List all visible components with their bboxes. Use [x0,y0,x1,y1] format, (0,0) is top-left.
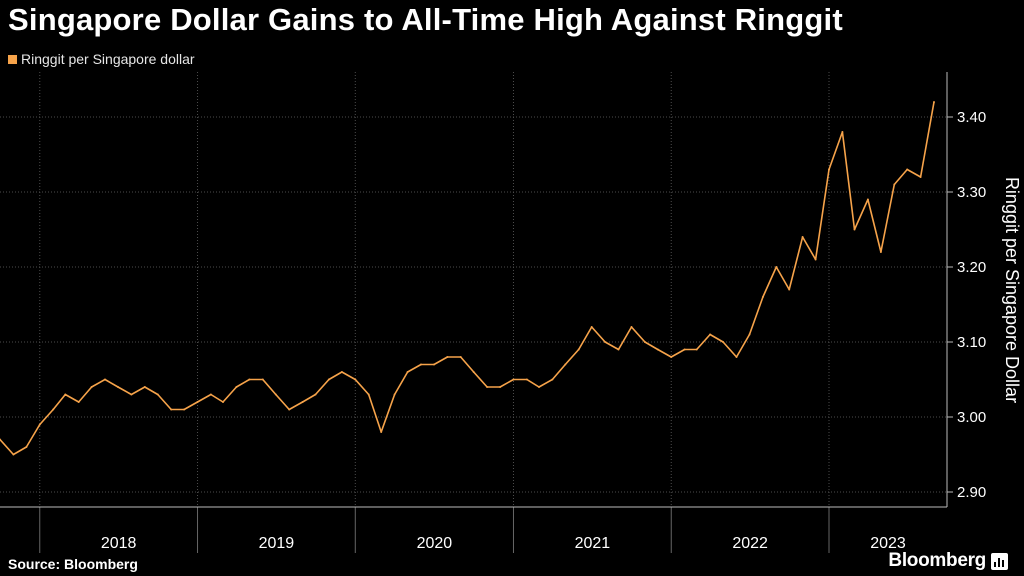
data-point [512,378,515,381]
source-note: Source: Bloomberg [8,556,138,572]
data-point [709,333,712,336]
data-point [90,386,93,388]
y-tick-label: 3.20 [957,259,986,276]
data-point [590,326,593,328]
chart-title: Singapore Dollar Gains to All-Time High … [8,2,843,37]
data-point [196,401,199,403]
data-point [722,341,725,343]
data-point [222,401,224,403]
data-point [801,236,804,238]
data-point [499,386,502,388]
data-point [130,393,133,396]
x-tick-label: 2021 [575,535,611,552]
data-point [12,453,15,456]
data-point [170,408,173,411]
data-point [525,378,528,381]
data-point [354,378,357,381]
data-point [486,386,489,388]
data-point [393,393,396,396]
y-axis-title: Ringgit per Singapore Dollar [1002,177,1022,403]
y-tick-label: 3.30 [957,184,986,201]
data-point [0,438,1,441]
data-point [919,176,922,178]
data-point [327,378,330,381]
data-point [853,228,856,231]
data-point [617,348,620,351]
data-point [367,393,370,396]
data-point [52,408,55,411]
x-tick-label: 2019 [259,535,295,552]
data-point [77,401,80,403]
y-tick-label: 2.90 [957,484,986,501]
data-point [735,356,738,358]
data-point [933,101,935,103]
data-point [841,131,844,133]
data-point [64,393,67,396]
data-point [274,393,277,396]
data-point [406,371,409,373]
y-tick-label: 3.00 [957,409,986,426]
data-point [879,251,882,253]
data-point [564,363,567,366]
data-point [301,401,304,403]
data-point [183,408,186,411]
data-point [893,183,896,186]
data-point [775,266,778,268]
data-point [472,371,475,373]
data-point [828,168,830,171]
data-point [235,386,238,388]
x-tick-label: 2022 [732,535,768,552]
data-point [380,431,383,433]
data-point [459,356,462,358]
x-tick-label: 2023 [870,535,906,552]
data-point [340,371,343,373]
data-point [420,363,422,366]
data-point [248,378,251,381]
data-point [104,378,106,381]
data-point [433,363,435,366]
bloomberg-chart-icon [991,553,1008,570]
data-point [630,326,633,328]
data-point [25,446,28,448]
data-point [314,393,317,396]
data-point [683,348,686,351]
data-point [604,341,607,343]
data-point [761,296,764,298]
bloomberg-logo: Bloomberg [888,550,986,571]
data-point [38,423,41,426]
data-point [446,356,449,358]
data-point [656,348,659,351]
data-point [670,356,673,358]
data-point [866,198,869,201]
data-point [814,258,817,261]
legend: Ringgit per Singapore dollar [8,51,195,67]
data-point [643,341,646,343]
data-point [156,393,159,396]
data-point [788,288,791,291]
legend-label: Ringgit per Singapore dollar [21,51,195,67]
data-point [261,378,264,381]
data-point [748,333,751,336]
data-point [551,378,554,381]
legend-swatch [8,54,17,64]
data-point [143,386,146,388]
data-point [695,348,698,351]
data-point [538,386,540,388]
data-point [906,168,909,171]
data-point [209,393,212,396]
data-point [288,408,291,411]
y-tick-label: 3.40 [957,109,986,126]
data-point [577,348,580,351]
x-tick-label: 2018 [101,535,137,552]
series-line-ringgit-per-sgd [0,101,935,456]
x-tick-label: 2020 [417,535,453,552]
data-point [117,386,119,388]
y-tick-label: 3.10 [957,334,986,351]
